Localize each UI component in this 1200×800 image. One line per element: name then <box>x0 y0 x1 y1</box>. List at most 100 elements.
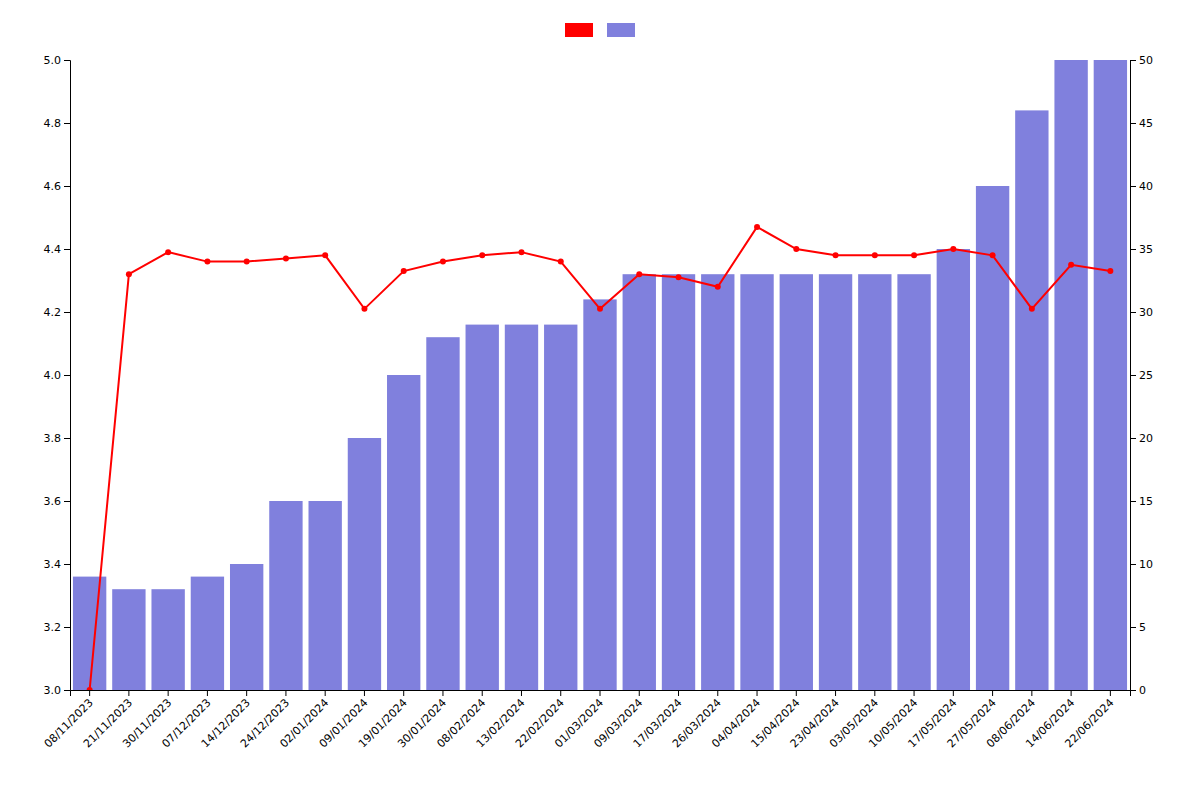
tick-mark <box>64 312 70 313</box>
bar <box>1054 60 1087 690</box>
bar <box>269 501 302 690</box>
marker <box>793 246 799 252</box>
tick-mark <box>403 690 404 696</box>
tick-mark <box>64 690 70 691</box>
marker <box>833 252 839 258</box>
marker <box>479 252 485 258</box>
marker <box>1068 262 1074 268</box>
tick: 4.6 <box>44 180 71 193</box>
tick-label: 5 <box>1139 621 1146 634</box>
marker <box>636 271 642 277</box>
tick-mark <box>757 690 758 696</box>
tick: 5 <box>1130 621 1146 634</box>
tick-label: 3.0 <box>44 684 62 697</box>
marker <box>165 249 171 255</box>
tick: 50 <box>1130 54 1153 67</box>
tick-mark <box>64 186 70 187</box>
plot: 08/11/202321/11/202330/11/202307/12/2023… <box>42 54 1153 750</box>
bar <box>466 325 499 690</box>
tick-mark <box>521 690 522 696</box>
tick: 3.4 <box>44 558 71 571</box>
tick-mark <box>1130 375 1136 376</box>
tick: 45 <box>1130 117 1153 130</box>
tick-label: 25 <box>1139 369 1153 382</box>
marker <box>518 249 524 255</box>
tick: 20 <box>1130 432 1153 445</box>
tick-mark <box>1130 438 1136 439</box>
tick: 35 <box>1130 243 1153 256</box>
legend-swatch <box>565 23 593 37</box>
marker <box>401 268 407 274</box>
chart: 08/11/202321/11/202330/11/202307/12/2023… <box>0 0 1200 800</box>
bar <box>191 577 224 690</box>
tick-label: 20 <box>1139 432 1153 445</box>
marker <box>676 274 682 280</box>
tick-mark <box>325 690 326 696</box>
tick-mark <box>64 375 70 376</box>
tick-mark <box>64 627 70 628</box>
bar <box>740 274 773 690</box>
tick: 3.6 <box>44 495 71 508</box>
tick-mark <box>600 690 601 696</box>
marker <box>204 259 210 265</box>
tick: 3.2 <box>44 621 71 634</box>
tick-mark <box>246 690 247 696</box>
tick-label: 4.4 <box>44 243 62 256</box>
bar <box>151 589 184 690</box>
tick: 3.0 <box>44 684 71 697</box>
tick-mark <box>835 690 836 696</box>
tick: 5.0 <box>44 54 71 67</box>
tick-mark <box>128 690 129 696</box>
marker <box>361 306 367 312</box>
marker <box>950 246 956 252</box>
tick: 40 <box>1130 180 1153 193</box>
tick-label: 3.6 <box>44 495 62 508</box>
tick-mark <box>639 690 640 696</box>
tick-mark <box>168 690 169 696</box>
tick: 30 <box>1130 306 1153 319</box>
tick-mark <box>482 690 483 696</box>
tick-label: 3.8 <box>44 432 62 445</box>
tick-mark <box>64 60 70 61</box>
legend-swatch <box>607 23 635 37</box>
y2-axis: 05101520253035404550 <box>1130 54 1153 697</box>
tick: 10 <box>1130 558 1153 571</box>
tick-label: 45 <box>1139 117 1153 130</box>
tick-mark <box>64 123 70 124</box>
tick-mark <box>560 690 561 696</box>
axis-domain <box>71 691 1131 697</box>
bar <box>976 186 1009 690</box>
tick-mark <box>953 690 954 696</box>
bar <box>819 274 852 690</box>
tick-mark <box>1130 60 1136 61</box>
tick: 22/06/2024 <box>1062 690 1116 750</box>
tick-mark <box>364 690 365 696</box>
tick-mark <box>64 249 70 250</box>
tick: 4.4 <box>44 243 71 256</box>
marker <box>322 252 328 258</box>
bar <box>348 438 381 690</box>
tick-mark <box>207 690 208 696</box>
tick-mark <box>1130 186 1136 187</box>
tick-mark <box>89 690 90 696</box>
tick-mark <box>1031 690 1032 696</box>
bar <box>112 589 145 690</box>
marker <box>244 259 250 265</box>
marker <box>283 255 289 261</box>
tick-label: 40 <box>1139 180 1153 193</box>
bar <box>505 325 538 690</box>
tick-mark <box>64 564 70 565</box>
tick-mark <box>285 690 286 696</box>
tick-mark <box>1130 690 1136 691</box>
bar <box>662 274 695 690</box>
marker <box>715 284 721 290</box>
marker <box>1029 306 1035 312</box>
tick-label: 4.2 <box>44 306 62 319</box>
bar <box>1015 110 1048 690</box>
tick: 4.8 <box>44 117 71 130</box>
bar <box>701 274 734 690</box>
tick: 3.8 <box>44 432 71 445</box>
bar <box>1094 60 1127 690</box>
axis-domain <box>64 61 71 691</box>
bar <box>544 325 577 690</box>
